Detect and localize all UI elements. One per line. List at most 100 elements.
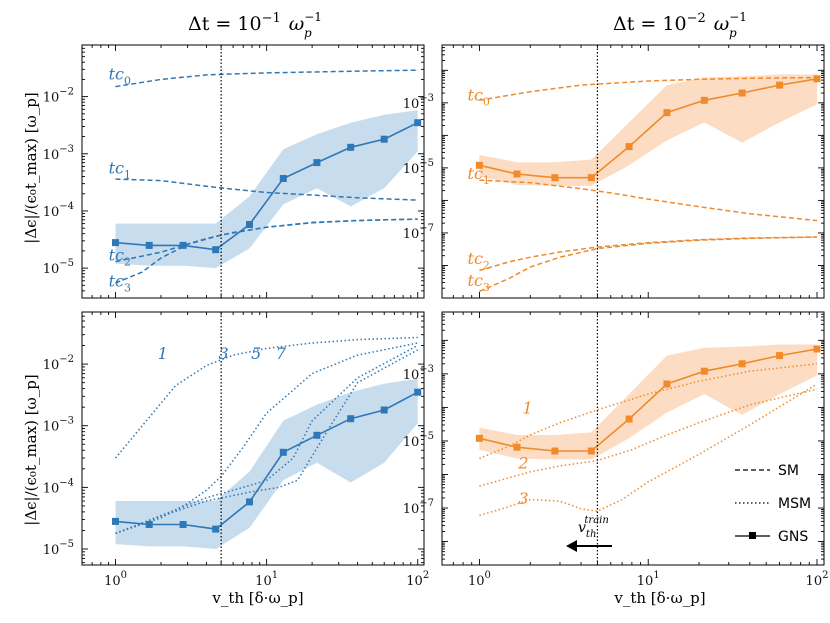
train-annotation: vthtrain xyxy=(566,515,612,552)
gns-point xyxy=(347,143,355,151)
msm-curve-3 xyxy=(115,342,418,535)
gns-point xyxy=(347,415,355,423)
y-tick-label: 10−3 xyxy=(403,364,434,383)
title-left-unit-sup: −1 xyxy=(304,10,322,24)
msm-label-2: 2 xyxy=(517,454,528,473)
gns-point xyxy=(663,109,671,117)
y-tick-label: 10−7 xyxy=(403,498,434,517)
gns-point xyxy=(246,498,253,506)
gns-point xyxy=(513,170,521,178)
sm-label-tc0: tc0 xyxy=(109,64,131,87)
gns-point xyxy=(776,81,784,89)
plot-area-top-left xyxy=(112,69,422,284)
y-tick-label: 10−4 xyxy=(43,477,74,496)
sm-curve-tc0 xyxy=(115,69,418,88)
sm-label-tc1: tc1 xyxy=(468,164,490,187)
gns-point xyxy=(625,415,633,423)
sm-label-tc3: tc3 xyxy=(109,271,131,294)
gns-point xyxy=(380,406,388,414)
gns-point xyxy=(551,174,559,182)
x-tick-label: 101 xyxy=(255,570,278,589)
y-tick-label: 10−3 xyxy=(43,144,74,163)
gns-point xyxy=(179,521,187,528)
gns-point xyxy=(587,174,595,182)
gns-point xyxy=(738,360,746,368)
title-right-unit: ω xyxy=(714,13,730,35)
sm-label-tc0: tc0 xyxy=(468,85,490,108)
sm-curve-tc0 xyxy=(479,76,818,102)
gns-line xyxy=(479,348,818,452)
msm-curve-7 xyxy=(115,349,419,535)
gns-band xyxy=(115,110,418,269)
plot-area-top-right xyxy=(475,74,821,293)
gns-line xyxy=(115,121,419,251)
gns-point xyxy=(813,75,821,83)
gns-band xyxy=(115,378,418,549)
title-left-prefix: Δt = 10 xyxy=(188,13,262,35)
y-tick-label: 10−4 xyxy=(43,201,74,220)
train-arrow-head xyxy=(566,540,577,552)
title-right: Δt = 10−2 ω−1 p xyxy=(613,10,747,40)
gns-point xyxy=(112,239,119,247)
y-tick-label: 10−2 xyxy=(43,354,74,373)
y-tick-label: 10−5 xyxy=(403,431,434,450)
gns-point xyxy=(414,119,422,127)
axes-frame xyxy=(81,44,425,299)
gns-point xyxy=(145,521,153,528)
legend-msm-label: MSM xyxy=(778,496,811,512)
y-tick-label: 10−3 xyxy=(403,93,434,112)
gns-point xyxy=(145,241,153,249)
sm-label-tc2: tc2 xyxy=(468,249,490,272)
plot-area-bottom-right xyxy=(475,344,821,517)
msm-label-5: 5 xyxy=(251,344,261,363)
axes-frame xyxy=(81,311,425,566)
gns-point xyxy=(625,143,633,151)
msm-curve-1 xyxy=(479,363,818,460)
train-annotation-text: vthtrain xyxy=(578,515,609,540)
x-tick-label: 100 xyxy=(468,570,491,589)
legend-gns-label: GNS xyxy=(778,529,808,545)
y-tick-label: 10−5 xyxy=(43,258,74,277)
gns-point xyxy=(313,159,321,167)
gns-point xyxy=(475,161,483,169)
x-tick-label: 101 xyxy=(637,570,660,589)
gns-point xyxy=(813,345,821,353)
y-tick-label: 10−2 xyxy=(43,87,74,106)
title-right-exp: −2 xyxy=(687,11,706,26)
gns-line xyxy=(479,78,818,179)
gns-point xyxy=(279,175,287,182)
gns-point xyxy=(475,434,483,442)
gns-point xyxy=(663,380,671,388)
y-tick-label: 10−5 xyxy=(403,158,434,177)
sm-curve-tc3 xyxy=(479,236,818,293)
sm-label-tc1: tc1 xyxy=(109,159,131,182)
gns-point xyxy=(279,448,287,456)
gns-point xyxy=(513,443,521,451)
ylabel-bottom: |Δϵ|/(ϵ₀t_max) [ω_p] xyxy=(22,374,40,525)
sm-label-tc2: tc2 xyxy=(109,246,131,269)
title-right-unit-sup: −1 xyxy=(729,10,747,24)
msm-label-7: 7 xyxy=(276,344,287,363)
ylabel-top: |Δϵ|/(ϵ₀t_max) [ω_p] xyxy=(22,92,40,243)
gns-line xyxy=(115,391,419,530)
title-right-unit-sub: p xyxy=(729,26,737,40)
title-left: Δt = 10−1 ω−1 p xyxy=(188,10,322,40)
title-left-exp: −1 xyxy=(262,11,281,26)
gns-point xyxy=(414,388,422,396)
gns-point xyxy=(212,525,220,533)
xlabel-left: v_th [δ·ω_p] xyxy=(211,589,303,607)
plot-area-bottom-left xyxy=(112,336,422,549)
gns-point xyxy=(179,241,187,249)
sm-curve-tc1 xyxy=(479,179,818,222)
title-left-unit-sub: p xyxy=(304,26,312,40)
panel-bottom-left: 1 3 5 7 100 101 102 10−5 10−4 10−3 10−2 xyxy=(43,311,429,589)
msm-label-1: 1 xyxy=(523,399,533,418)
gns-point xyxy=(551,447,559,455)
legend-sm-label: SM xyxy=(778,463,799,479)
gns-point xyxy=(700,96,708,104)
gns-point xyxy=(380,135,388,143)
